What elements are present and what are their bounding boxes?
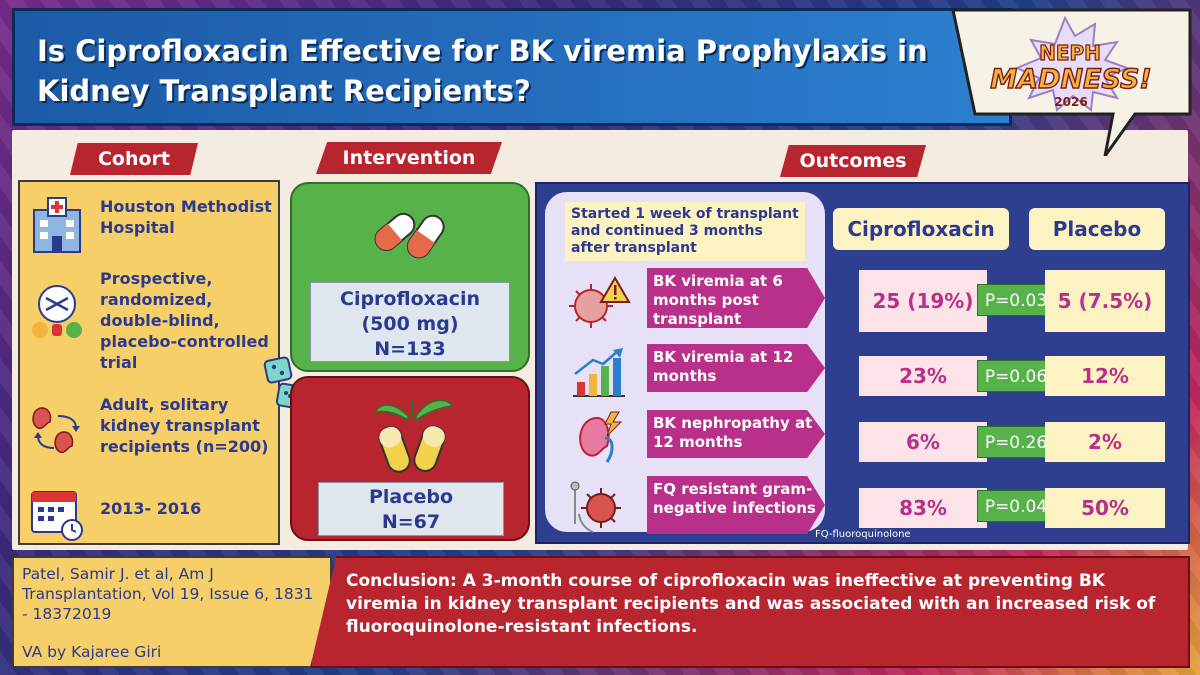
cipro-value-fq: 83% bbox=[859, 488, 987, 528]
resistant-bacteria-icon bbox=[567, 478, 631, 534]
conclusion-text: Conclusion: A 3-month course of ciproflo… bbox=[346, 571, 1156, 637]
byline: VA by Kajaree Giri bbox=[22, 643, 162, 661]
kidney-transplant-icon bbox=[28, 402, 86, 460]
cohort-design: Prospective, randomized, double-blind, p… bbox=[100, 269, 269, 372]
cipro-value-bk12: 23% bbox=[859, 356, 987, 396]
hospital-icon bbox=[28, 196, 86, 254]
cohort-population: Adult, solitary kidney transplant recipi… bbox=[100, 395, 269, 456]
placebo-name: Placebo bbox=[368, 486, 454, 508]
cipro-n: N=133 bbox=[374, 338, 446, 360]
logo-year: 2026 bbox=[1054, 95, 1087, 109]
cohort-tag: Cohort bbox=[70, 143, 198, 175]
cipro-label: Ciprofloxacin (500 mg) N=133 bbox=[310, 282, 510, 362]
neph-madness-logo: NEPH MADNESS! 2026 bbox=[945, 6, 1195, 156]
kidney-damage-icon bbox=[567, 410, 631, 466]
outcome-label-bk6: BK viremia at 6 months post transplant bbox=[647, 268, 825, 328]
p-value-bk6: P=0.03 bbox=[977, 284, 1055, 316]
calendar-icon bbox=[28, 484, 86, 542]
placebo-value-fq: 50% bbox=[1045, 488, 1165, 528]
cipro-dose: (500 mg) bbox=[361, 313, 459, 335]
cipro-value-bk6: 25 (19%) bbox=[859, 270, 987, 332]
p-value-bk12: P=0.06 bbox=[977, 360, 1055, 392]
citation-box: Patel, Samir J. et al, Am J Transplantat… bbox=[12, 556, 332, 668]
logo-line2: MADNESS! bbox=[990, 64, 1151, 95]
cipro-value-bkn: 6% bbox=[859, 422, 987, 462]
logo-line1: NEPH bbox=[1039, 41, 1101, 65]
cohort-site: Houston Methodist Hospital bbox=[100, 197, 272, 237]
outcome-label-fq: FQ resistant gram-negative infections bbox=[647, 476, 825, 534]
pills-icon bbox=[364, 198, 456, 272]
citation-text: Patel, Samir J. et al, Am J Transplantat… bbox=[22, 565, 314, 623]
outcomes-tag: Outcomes bbox=[780, 145, 926, 177]
timing-note: Started 1 week of transplant and continu… bbox=[565, 202, 805, 261]
placebo-value-bk12: 12% bbox=[1045, 356, 1165, 396]
outcomes-panel: Started 1 week of transplant and continu… bbox=[535, 182, 1190, 544]
placebo-n: N=67 bbox=[381, 511, 441, 533]
page-title: Is Ciprofloxacin Effective for BK viremi… bbox=[37, 34, 928, 108]
abbreviation-footnote: FQ-fluoroquinolone bbox=[815, 529, 911, 540]
placebo-arm: Placebo N=67 bbox=[290, 376, 530, 541]
p-value-fq: P=0.04 bbox=[977, 490, 1055, 522]
cipro-name: Ciprofloxacin bbox=[340, 288, 480, 310]
virus-warning-icon bbox=[567, 274, 631, 330]
placebo-label: Placebo N=67 bbox=[318, 482, 504, 536]
herbal-capsule-icon bbox=[368, 390, 458, 476]
col-header-placebo: Placebo bbox=[1029, 208, 1165, 250]
cipro-arm: Ciprofloxacin (500 mg) N=133 bbox=[290, 182, 530, 372]
title-banner: Is Ciprofloxacin Effective for BK viremi… bbox=[12, 8, 1012, 126]
bar-chart-icon bbox=[567, 346, 631, 402]
randomization-icon bbox=[28, 282, 86, 340]
intervention-tag: Intervention bbox=[316, 142, 502, 174]
placebo-value-bk6: 5 (7.5%) bbox=[1045, 270, 1165, 332]
col-header-cipro: Ciprofloxacin bbox=[833, 208, 1009, 250]
conclusion-box: Conclusion: A 3-month course of ciproflo… bbox=[310, 556, 1190, 668]
cohort-panel: Houston Methodist Hospital Prospective, … bbox=[18, 180, 280, 545]
outcome-label-bk12: BK viremia at 12 months bbox=[647, 344, 825, 392]
cohort-years: 2013- 2016 bbox=[100, 499, 202, 518]
placebo-value-bkn: 2% bbox=[1045, 422, 1165, 462]
p-value-bkn: P=0.26 bbox=[977, 426, 1055, 458]
outcome-label-bkn: BK nephropathy at 12 months bbox=[647, 410, 825, 458]
